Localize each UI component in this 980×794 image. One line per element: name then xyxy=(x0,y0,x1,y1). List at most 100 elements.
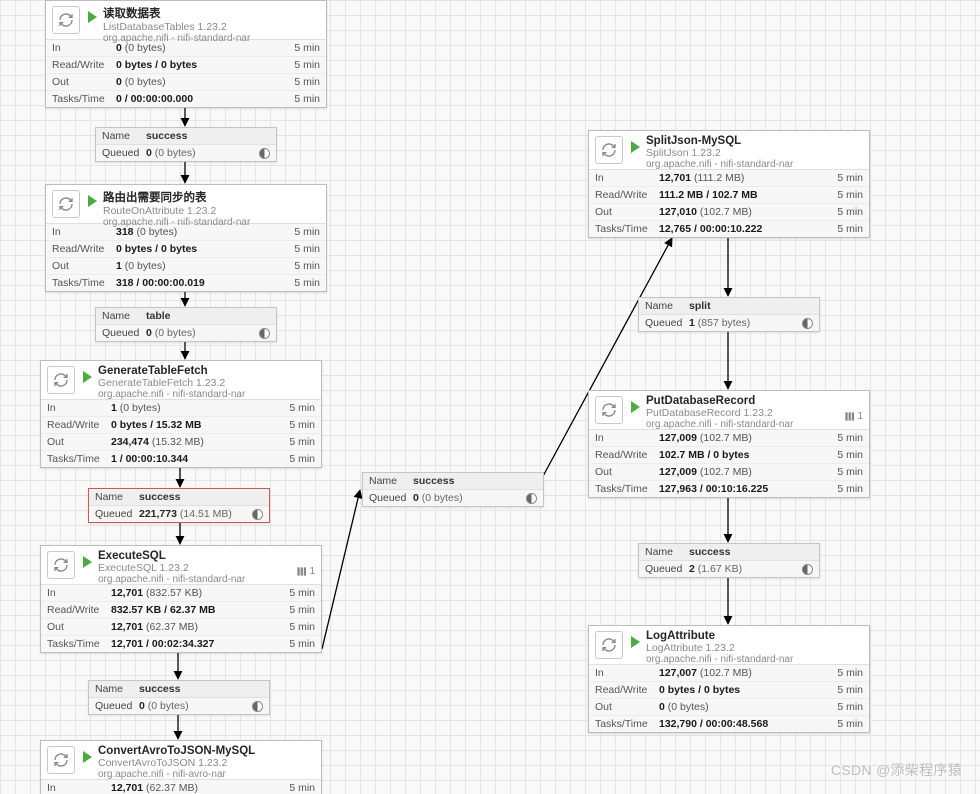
processor-p2[interactable]: 路由出需要同步的表RouteOnAttribute 1.23.2org.apac… xyxy=(45,184,327,292)
watermark: CSDN @添柴程序猿 xyxy=(831,760,962,780)
stat-rw: Read/Write0 bytes / 0 bytes5 min xyxy=(46,241,326,258)
connection-queue-row: Queued0 (0 bytes) xyxy=(363,490,543,506)
processor-type: SplitJson 1.23.2 xyxy=(646,147,793,159)
connection-c4[interactable]: NamesuccessQueued0 (0 bytes) xyxy=(88,680,270,715)
stat-in: In12,701 (111.2 MB)5 min xyxy=(589,170,869,187)
connection-queue-row: Queued2 (1.67 KB) xyxy=(639,561,819,577)
stat-out: Out127,010 (102.7 MB)5 min xyxy=(589,204,869,221)
connection-c5[interactable]: NamesuccessQueued0 (0 bytes) xyxy=(362,472,544,507)
processor-type: RouteOnAttribute 1.23.2 xyxy=(103,205,250,217)
stat-in: In1 (0 bytes)5 min xyxy=(41,400,321,417)
connection-c3[interactable]: NamesuccessQueued221,773 (14.51 MB) xyxy=(88,488,270,523)
processor-p6[interactable]: SplitJson-MySQLSplitJson 1.23.2org.apach… xyxy=(588,130,870,238)
stat-rw: Read/Write0 bytes / 0 bytes5 min xyxy=(46,57,326,74)
stat-in: In12,701 (62.37 MB)5 min xyxy=(41,780,321,794)
connection-name-row: Namesplit xyxy=(639,298,819,315)
stat-in: In0 (0 bytes)5 min xyxy=(46,40,326,57)
processor-p3[interactable]: GenerateTableFetchGenerateTableFetch 1.2… xyxy=(40,360,322,468)
processor-type: ConvertAvroToJSON 1.23.2 xyxy=(98,757,255,769)
processor-type-icon xyxy=(52,190,80,218)
processor-name: ConvertAvroToJSON-MySQL xyxy=(98,745,255,757)
processor-bundle: org.apache.nifi - nifi-standard-nar xyxy=(646,654,793,665)
active-threads-badge: 1 xyxy=(296,548,317,577)
connection-c6[interactable]: NamesplitQueued1 (857 bytes) xyxy=(638,297,820,332)
connection-name-row: Namesuccess xyxy=(89,489,269,506)
run-status-icon xyxy=(83,751,92,763)
backpressure-indicator-icon xyxy=(802,318,813,329)
processor-name: GenerateTableFetch xyxy=(98,365,245,377)
stat-tt: Tasks/Time318 / 00:00:00.0195 min xyxy=(46,275,326,291)
processor-bundle: org.apache.nifi - nifi-standard-nar xyxy=(646,159,793,170)
run-status-icon xyxy=(88,11,97,23)
processor-type-icon xyxy=(47,746,75,774)
stat-tt: Tasks/Time12,701 / 00:02:34.3275 min xyxy=(41,636,321,652)
connection-c7[interactable]: NamesuccessQueued2 (1.67 KB) xyxy=(638,543,820,578)
processor-type-icon xyxy=(595,136,623,164)
processor-p8[interactable]: LogAttributeLogAttribute 1.23.2org.apach… xyxy=(588,625,870,733)
processor-name: LogAttribute xyxy=(646,630,793,642)
processor-type-icon xyxy=(52,6,80,34)
stat-tt: Tasks/Time1 / 00:00:10.3445 min xyxy=(41,451,321,467)
stat-out: Out0 (0 bytes)5 min xyxy=(589,699,869,716)
stat-tt: Tasks/Time132,790 / 00:00:48.5685 min xyxy=(589,716,869,732)
connection-name-row: Nametable xyxy=(96,308,276,325)
connection-c1[interactable]: NamesuccessQueued0 (0 bytes) xyxy=(95,127,277,162)
run-status-icon xyxy=(631,141,640,153)
stat-tt: Tasks/Time12,765 / 00:00:10.2225 min xyxy=(589,221,869,237)
stat-out: Out127,009 (102.7 MB)5 min xyxy=(589,464,869,481)
processor-type: LogAttribute 1.23.2 xyxy=(646,642,793,654)
nifi-canvas[interactable]: CSDN @添柴程序猿 读取数据表ListDatabaseTables 1.23… xyxy=(0,0,980,794)
run-status-icon xyxy=(83,371,92,383)
run-status-icon xyxy=(83,556,92,568)
processor-type-icon xyxy=(47,366,75,394)
processor-name: 读取数据表 xyxy=(103,5,250,21)
stat-in: In127,007 (102.7 MB)5 min xyxy=(589,665,869,682)
processor-p5[interactable]: ConvertAvroToJSON-MySQLConvertAvroToJSON… xyxy=(40,740,322,794)
processor-p1[interactable]: 读取数据表ListDatabaseTables 1.23.2org.apache… xyxy=(45,0,327,108)
stat-tt: Tasks/Time0 / 00:00:00.0005 min xyxy=(46,91,326,107)
run-status-icon xyxy=(88,195,97,207)
processor-bundle: org.apache.nifi - nifi-standard-nar xyxy=(98,389,245,400)
run-status-icon xyxy=(631,401,640,413)
processor-type: GenerateTableFetch 1.23.2 xyxy=(98,377,245,389)
backpressure-indicator-icon xyxy=(259,148,270,159)
stat-rw: Read/Write832.57 KB / 62.37 MB5 min xyxy=(41,602,321,619)
stat-rw: Read/Write102.7 MB / 0 bytes5 min xyxy=(589,447,869,464)
connection-queue-row: Queued221,773 (14.51 MB) xyxy=(89,506,269,522)
stat-out: Out234,474 (15.32 MB)5 min xyxy=(41,434,321,451)
processor-type: PutDatabaseRecord 1.23.2 xyxy=(646,407,793,419)
stat-out: Out0 (0 bytes)5 min xyxy=(46,74,326,91)
stat-in: In127,009 (102.7 MB)5 min xyxy=(589,430,869,447)
processor-type-icon xyxy=(595,396,623,424)
stat-rw: Read/Write0 bytes / 15.32 MB5 min xyxy=(41,417,321,434)
active-threads-badge: 1 xyxy=(844,393,865,422)
processor-type-icon xyxy=(595,631,623,659)
processor-p7[interactable]: PutDatabaseRecordPutDatabaseRecord 1.23.… xyxy=(588,390,870,498)
stat-in: In12,701 (832.57 KB)5 min xyxy=(41,585,321,602)
processor-bundle: org.apache.nifi - nifi-avro-nar xyxy=(98,769,255,780)
stat-tt: Tasks/Time127,963 / 00:10:16.2255 min xyxy=(589,481,869,497)
run-status-icon xyxy=(631,636,640,648)
processor-type: ExecuteSQL 1.23.2 xyxy=(98,562,245,574)
connection-name-row: Namesuccess xyxy=(639,544,819,561)
stat-rw: Read/Write111.2 MB / 102.7 MB5 min xyxy=(589,187,869,204)
processor-type: ListDatabaseTables 1.23.2 xyxy=(103,21,250,33)
backpressure-indicator-icon xyxy=(252,701,263,712)
connection-c2[interactable]: NametableQueued0 (0 bytes) xyxy=(95,307,277,342)
connection-queue-row: Queued0 (0 bytes) xyxy=(89,698,269,714)
processor-name: PutDatabaseRecord xyxy=(646,395,793,407)
processor-p4[interactable]: ExecuteSQLExecuteSQL 1.23.2org.apache.ni… xyxy=(40,545,322,653)
connection-queue-row: Queued0 (0 bytes) xyxy=(96,325,276,341)
stat-out: Out12,701 (62.37 MB)5 min xyxy=(41,619,321,636)
processor-name: 路由出需要同步的表 xyxy=(103,189,250,205)
connection-name-row: Namesuccess xyxy=(363,473,543,490)
processor-name: SplitJson-MySQL xyxy=(646,135,793,147)
backpressure-indicator-icon xyxy=(802,564,813,575)
stat-in: In318 (0 bytes)5 min xyxy=(46,224,326,241)
stat-rw: Read/Write0 bytes / 0 bytes5 min xyxy=(589,682,869,699)
processor-type-icon xyxy=(47,551,75,579)
backpressure-indicator-icon xyxy=(526,493,537,504)
processor-bundle: org.apache.nifi - nifi-standard-nar xyxy=(98,574,245,585)
connection-name-row: Namesuccess xyxy=(89,681,269,698)
connection-name-row: Namesuccess xyxy=(96,128,276,145)
